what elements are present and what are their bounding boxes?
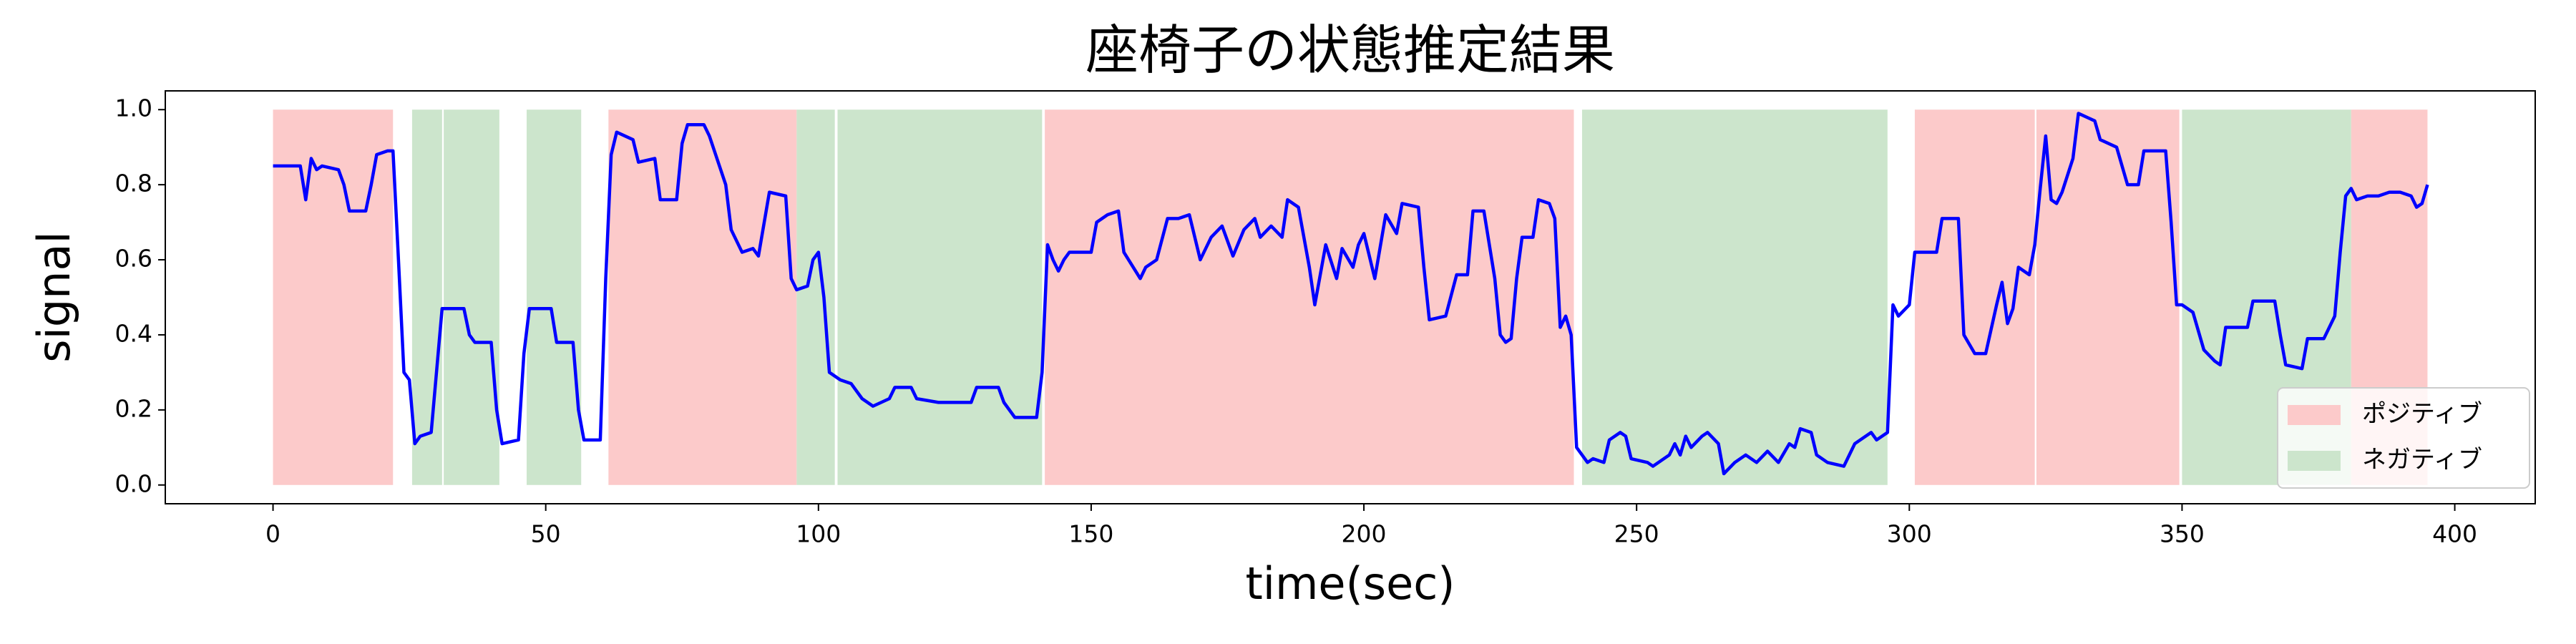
x-tick-label: 400 [2432, 520, 2477, 548]
region-span [1914, 109, 2035, 485]
y-tick-label: 0.0 [115, 469, 152, 497]
region-span [837, 109, 1043, 485]
region-span [411, 109, 442, 485]
y-tick-label: 0.4 [115, 319, 152, 347]
x-tick-label: 300 [1887, 520, 1932, 548]
y-tick-label: 1.0 [115, 94, 152, 122]
region-span [526, 109, 582, 485]
legend-label: ネガティブ [2362, 446, 2482, 474]
axes-frame [165, 90, 2536, 504]
y-tick-label: 0.8 [115, 170, 152, 197]
legend-swatch [2288, 451, 2341, 471]
y-tick-label: 0.6 [115, 245, 152, 273]
x-tick-label: 150 [1068, 520, 1113, 548]
region-span [444, 109, 499, 485]
region-span [608, 109, 797, 485]
x-tick-label: 200 [1342, 520, 1387, 548]
signal-line [273, 112, 2429, 476]
region-span [1581, 109, 1888, 485]
x-tick-label: 50 [531, 520, 561, 548]
x-tick-label: 0 [265, 520, 280, 548]
chart-title: 座椅子の状態推定結果 [1085, 20, 1615, 82]
legend-label: ポジティブ [2362, 400, 2482, 429]
legend-swatch [2288, 405, 2341, 425]
region-span [2036, 109, 2180, 485]
y-axis-label: signal [28, 231, 80, 362]
region-span [1045, 109, 1574, 485]
x-tick-label: 100 [796, 520, 841, 548]
x-tick-label: 250 [1614, 520, 1659, 548]
y-tick-label: 0.2 [115, 394, 152, 422]
x-axis-label: time(sec) [1246, 557, 1455, 610]
region-span [796, 109, 835, 485]
x-tick-label: 350 [2160, 520, 2205, 548]
